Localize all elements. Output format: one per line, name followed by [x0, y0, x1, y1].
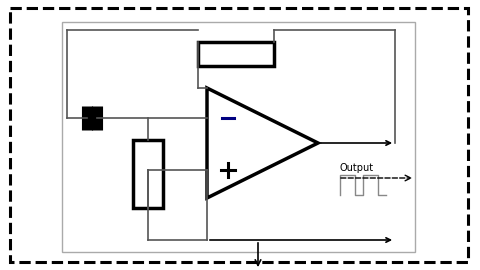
Bar — [133, 140, 163, 208]
Text: Output: Output — [340, 163, 374, 173]
Bar — [198, 42, 274, 66]
Bar — [148, 147, 207, 183]
